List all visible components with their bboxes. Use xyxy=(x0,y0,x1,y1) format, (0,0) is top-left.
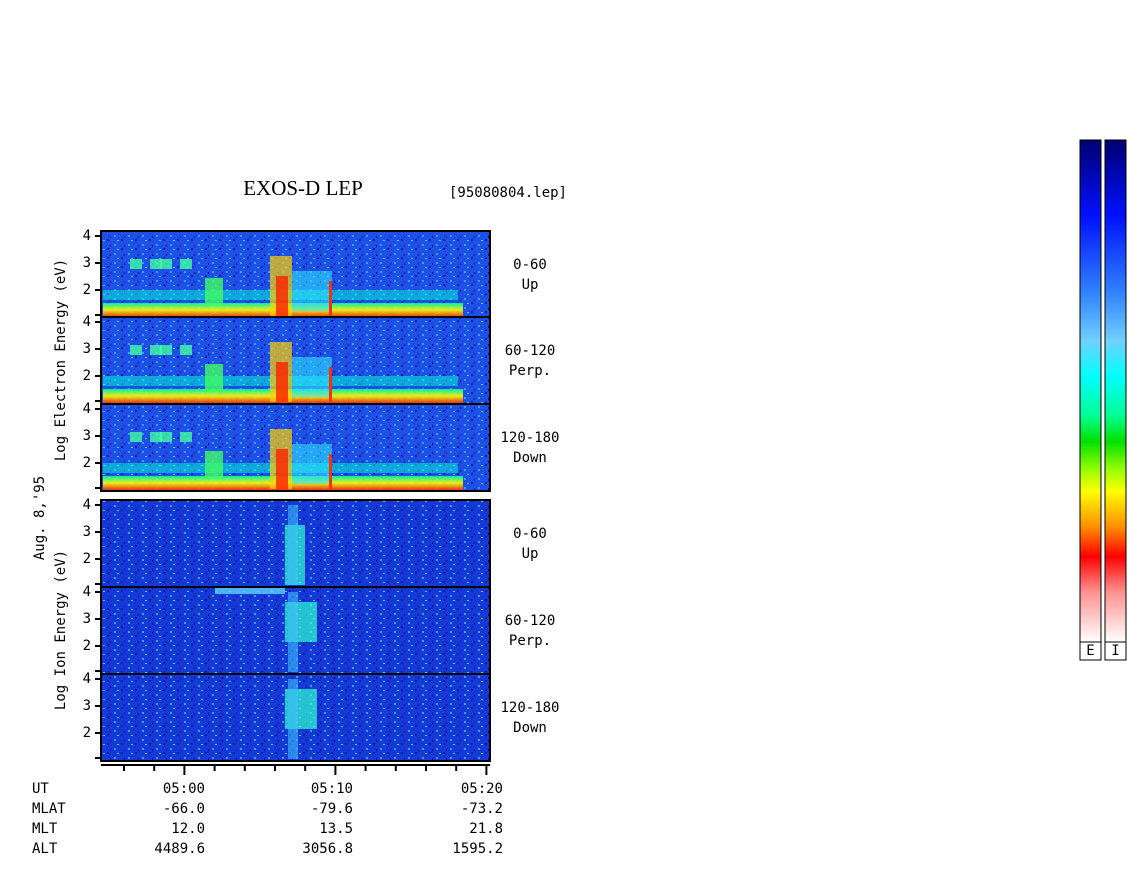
spectrogram-feature xyxy=(276,449,288,489)
spectrogram-feature xyxy=(329,281,332,316)
pitch-direction: Up xyxy=(522,546,539,562)
pitch-range: 60-120 xyxy=(505,343,556,359)
spectrogram-feature xyxy=(130,259,142,269)
pitch-direction: Up xyxy=(522,277,539,293)
pitch-range: 0-60 xyxy=(513,526,547,542)
spectrogram-feature xyxy=(329,367,332,402)
color-bar-box xyxy=(1104,641,1127,661)
y-tick-label: 4 xyxy=(83,228,91,244)
spectrogram-feature xyxy=(205,364,223,392)
spectrogram-feature xyxy=(205,278,223,306)
spectrogram-feature xyxy=(292,271,332,311)
spectrogram-feature xyxy=(288,592,298,672)
row-label: UT xyxy=(32,781,49,797)
pitch-range: 60-120 xyxy=(505,613,556,629)
y-tick-label: 3 xyxy=(83,698,91,714)
title: EXOS-D LEP xyxy=(243,176,363,200)
row-label: MLT xyxy=(32,821,58,837)
spectrogram-feature xyxy=(150,432,162,442)
color-bar-label: E xyxy=(1086,643,1094,659)
date: Aug. 8,'95 xyxy=(32,476,48,560)
spectrogram-feature xyxy=(215,588,285,594)
x-tick-label: 05:00 xyxy=(163,781,205,797)
pitch-direction: Perp. xyxy=(509,633,551,649)
panel-frame xyxy=(100,403,491,492)
spectrogram-feature xyxy=(160,345,172,355)
pitch-direction: Down xyxy=(513,720,547,736)
spectrogram-feature xyxy=(276,276,288,316)
spectrogram-feature xyxy=(292,357,332,397)
spectrogram-feature xyxy=(150,345,162,355)
pitch-range: 120-180 xyxy=(500,430,559,446)
spectrogram-feature xyxy=(205,451,223,479)
spectrogram-feature xyxy=(160,259,172,269)
panel-frame xyxy=(100,673,491,762)
spectrogram-feature xyxy=(150,259,162,269)
spectrogram-feature xyxy=(180,345,192,355)
spectrogram-feature xyxy=(276,362,288,402)
y-tick-label: 3 xyxy=(83,611,91,627)
x-tick-label: 05:20 xyxy=(461,781,503,797)
spectrogram-feature xyxy=(180,432,192,442)
row-value: -66.0 xyxy=(163,801,205,817)
row-value: 12.0 xyxy=(171,821,205,837)
row-value: 3056.8 xyxy=(302,841,353,857)
y-tick-label: 2 xyxy=(83,455,91,471)
y-tick-label: 2 xyxy=(83,638,91,654)
y-tick-label: 2 xyxy=(83,725,91,741)
y-tick-label: 2 xyxy=(83,282,91,298)
spectrogram-feature xyxy=(130,432,142,442)
spectrogram-feature xyxy=(160,432,172,442)
spectrogram-feature xyxy=(292,444,332,484)
pitch-range: 120-180 xyxy=(500,700,559,716)
pitch-direction: Down xyxy=(513,450,547,466)
y-tick-label: 4 xyxy=(83,401,91,417)
file-name: [95080804.lep] xyxy=(449,185,567,201)
spectrogram-feature xyxy=(329,454,332,489)
y-tick-label: 2 xyxy=(83,368,91,384)
row-value: -79.6 xyxy=(311,801,353,817)
y-tick-label: 3 xyxy=(83,524,91,540)
row-value: 21.8 xyxy=(469,821,503,837)
color-bar-label: I xyxy=(1111,643,1119,659)
pitch-direction: Perp. xyxy=(509,363,551,379)
spectrogram-feature xyxy=(180,259,192,269)
row-value: 13.5 xyxy=(319,821,353,837)
y-tick-label: 4 xyxy=(83,671,91,687)
x-tick-label: 05:10 xyxy=(311,781,353,797)
row-label: MLAT xyxy=(32,801,66,817)
color-bar xyxy=(1104,139,1127,643)
color-bar-box xyxy=(1079,641,1102,661)
y-tick-label: 4 xyxy=(83,314,91,330)
row-value: 4489.6 xyxy=(154,841,205,857)
spectrogram-feature xyxy=(130,345,142,355)
row-label: ALT xyxy=(32,841,58,857)
electron-axis-label: Log Electron Energy (eV) xyxy=(53,259,69,461)
row-value: -73.2 xyxy=(461,801,503,817)
color-bar xyxy=(1079,139,1102,643)
spectrogram-feature xyxy=(288,679,298,759)
ion-axis-label: Log Ion Energy (eV) xyxy=(53,550,69,710)
row-value: 1595.2 xyxy=(452,841,503,857)
y-tick-label: 4 xyxy=(83,497,91,513)
y-tick-label: 3 xyxy=(83,341,91,357)
pitch-range: 0-60 xyxy=(513,257,547,273)
spectrogram-feature xyxy=(288,505,298,585)
y-tick-label: 4 xyxy=(83,584,91,600)
y-tick-label: 3 xyxy=(83,255,91,271)
y-tick-label: 3 xyxy=(83,428,91,444)
y-tick-label: 2 xyxy=(83,551,91,567)
